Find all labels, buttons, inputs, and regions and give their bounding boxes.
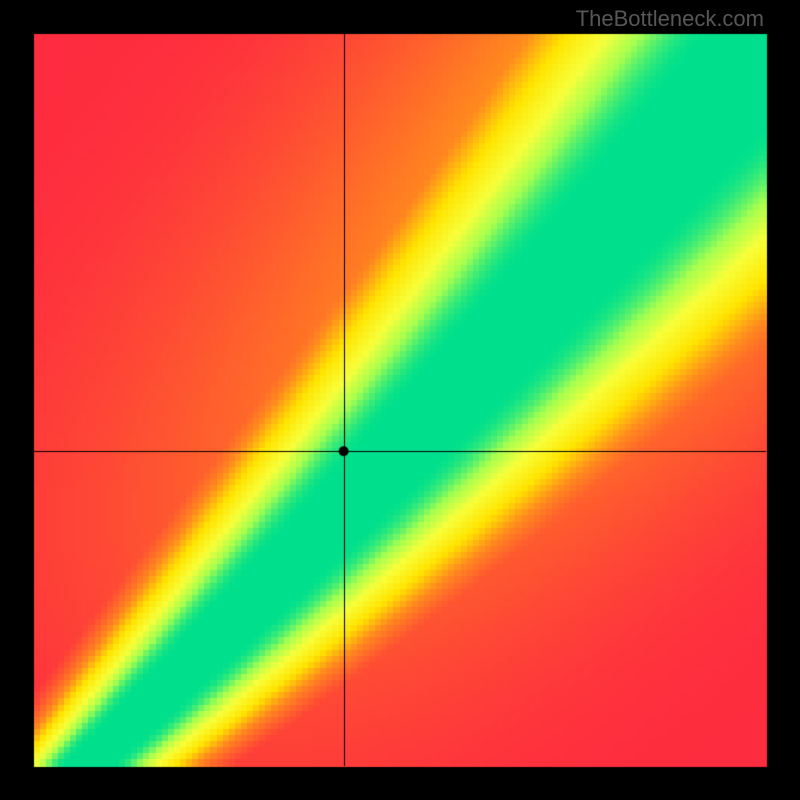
watermark-text: TheBottleneck.com: [576, 6, 764, 32]
heatmap-canvas: [0, 0, 800, 800]
chart-container: TheBottleneck.com: [0, 0, 800, 800]
